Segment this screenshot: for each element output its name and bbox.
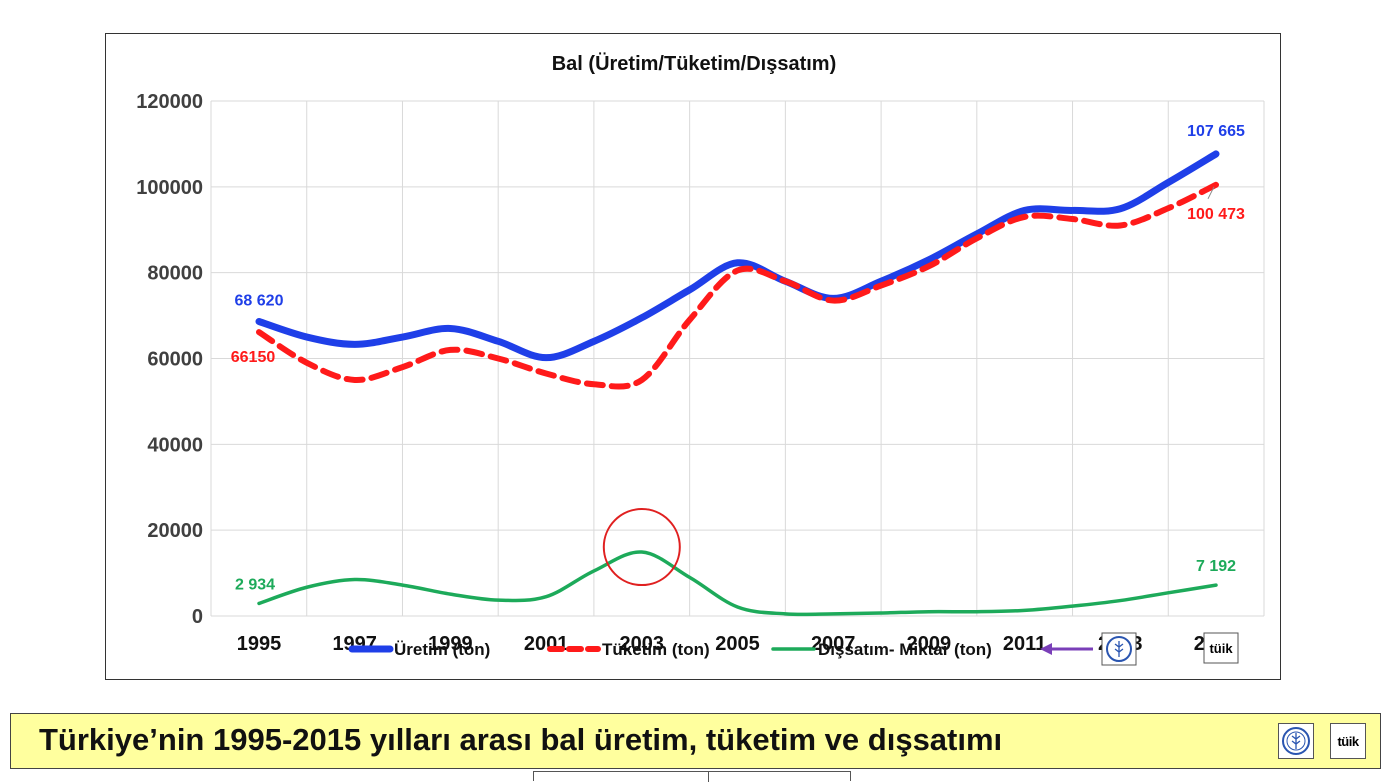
legend-arrow-head xyxy=(1040,643,1052,655)
data-label: 100 473 xyxy=(1187,206,1245,223)
legend: Üretim (ton) Tüketim (ton) Dışsatım- Mikta… xyxy=(348,632,1239,666)
x-tick-label: 2005 xyxy=(715,633,760,655)
x-tick-label: 2009 xyxy=(907,633,952,655)
legend-label-2: Dışsatım- Miktar (ton) xyxy=(818,640,992,659)
series-line-0 xyxy=(255,150,1220,362)
caption-text: Türkiye’nin 1995-2015 yılları arası bal … xyxy=(39,722,1003,757)
caption-bar: Türkiye’nin 1995-2015 yılları arası bal … xyxy=(10,713,1381,769)
series-line-2 xyxy=(257,550,1218,617)
x-tick-label: 2007 xyxy=(811,633,856,655)
y-tick-label: 120000 xyxy=(136,91,203,113)
data-labels: 68 620 66150 107 665 100 473 2 934 7 192 xyxy=(231,123,1245,593)
footer-boxes xyxy=(533,771,851,782)
chart-title: Bal (Üretim/Tüketim/Dışsatım) xyxy=(552,52,837,75)
label-leader-line xyxy=(1207,186,1215,200)
x-tick-label: 1995 xyxy=(237,633,282,655)
line-chart: Bal (Üretim/Tüketim/Dışsatım) 0 20000 4000… xyxy=(136,52,1265,666)
highlight-circle xyxy=(602,508,681,587)
x-tick-label: 1999 xyxy=(428,633,473,655)
y-tick-label: 60000 xyxy=(147,349,203,371)
data-label: 7 192 xyxy=(1196,558,1236,575)
y-tick-label: 0 xyxy=(192,606,203,628)
legend-label-1: Tüketim (ton) xyxy=(602,640,710,659)
svg-text:tüik: tüik xyxy=(1209,641,1233,656)
tuik-logo-icon: tüik xyxy=(1203,632,1239,664)
y-tick-label: 80000 xyxy=(147,263,203,285)
fao-logo-icon xyxy=(1278,723,1314,759)
data-label: 66150 xyxy=(231,349,276,366)
data-label: 2 934 xyxy=(235,576,275,593)
series-lines xyxy=(255,150,1220,617)
grid-lines xyxy=(210,100,1265,617)
legend-label-0: Üretim (ton) xyxy=(394,640,490,659)
y-tick-label: 100000 xyxy=(136,177,203,199)
fao-logo-icon xyxy=(1101,632,1137,666)
data-label: 107 665 xyxy=(1187,123,1245,140)
series-line-1 xyxy=(256,181,1219,390)
y-tick-label: 40000 xyxy=(147,434,203,456)
x-tick-label: 2003 xyxy=(620,633,665,655)
chart-frame: Bal (Üretim/Tüketim/Dışsatım) 0 20000 4000… xyxy=(105,33,1281,680)
x-tick-label: 2011 xyxy=(1003,633,1046,655)
y-tick-label: 20000 xyxy=(147,520,203,542)
data-label: 68 620 xyxy=(235,293,284,310)
tuik-logo-icon: tüik xyxy=(1330,723,1366,759)
